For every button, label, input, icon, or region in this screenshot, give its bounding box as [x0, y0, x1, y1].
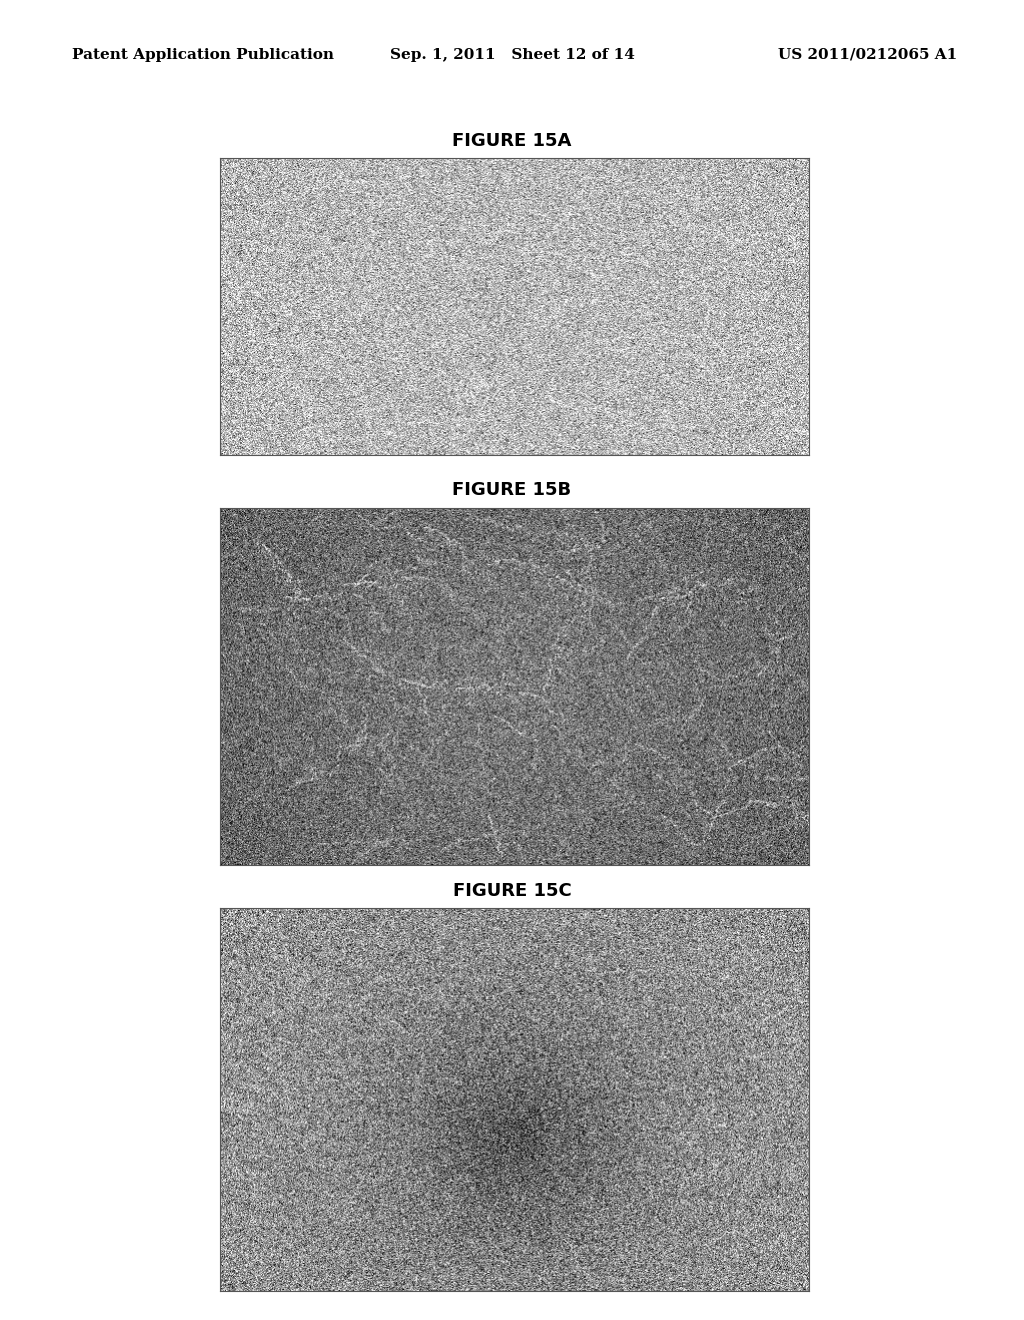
Text: Sep. 1, 2011   Sheet 12 of 14: Sep. 1, 2011 Sheet 12 of 14	[389, 48, 635, 62]
Text: US 2011/0212065 A1: US 2011/0212065 A1	[778, 48, 957, 62]
Text: Patent Application Publication: Patent Application Publication	[72, 48, 334, 62]
Text: FIGURE 15B: FIGURE 15B	[453, 480, 571, 499]
Text: FIGURE 15A: FIGURE 15A	[453, 132, 571, 150]
Text: FIGURE 15C: FIGURE 15C	[453, 882, 571, 900]
